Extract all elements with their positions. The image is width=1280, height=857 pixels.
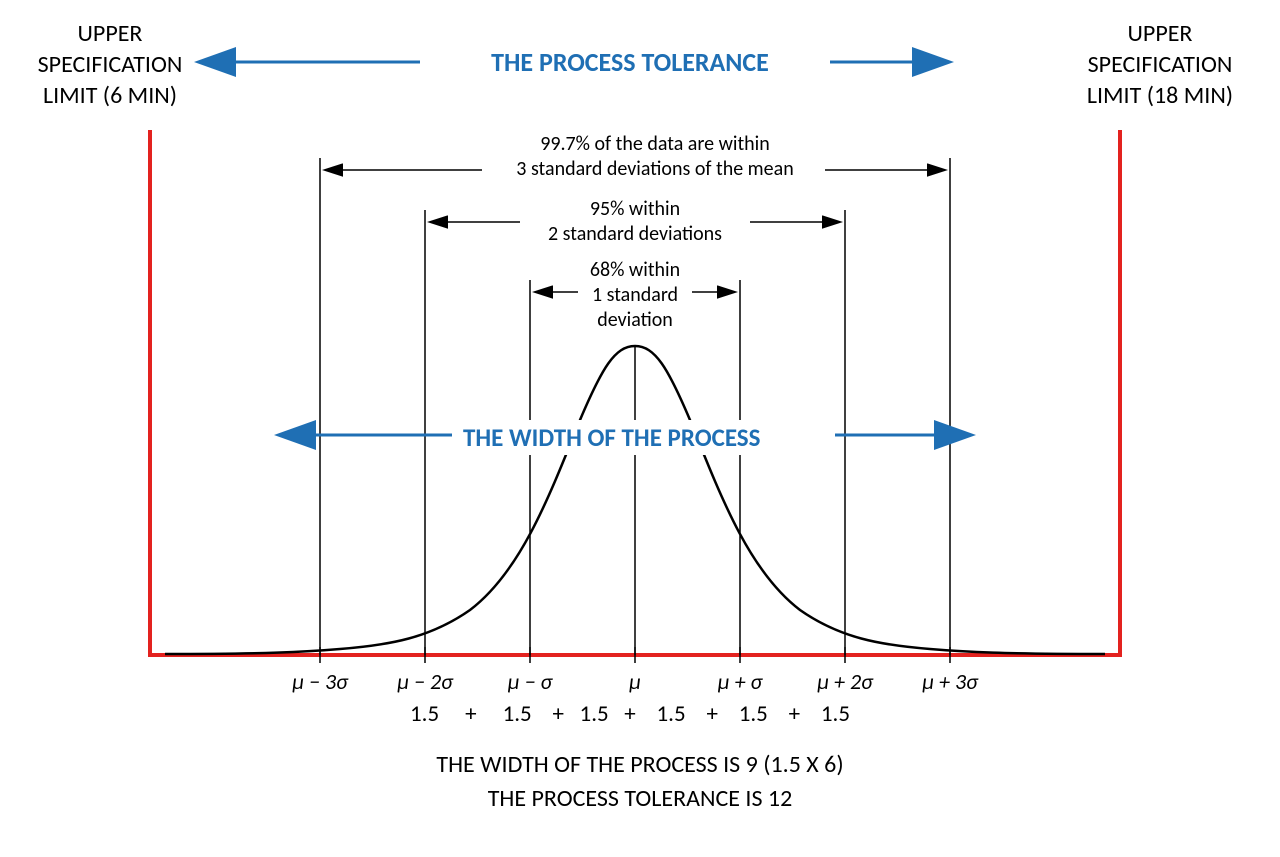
anno-2sd-l1: 95% within: [525, 197, 745, 222]
header-left-l2: SPECIFICATION: [20, 49, 200, 80]
header-left-l3: LIMIT (6 MIN): [20, 80, 200, 111]
sigma-sum-row: 1.5 + 1.5 + 1.5 + 1.5 + 1.5 + 1.5: [230, 700, 1030, 728]
anno-2sd: 95% within 2 standard deviations: [525, 197, 745, 247]
header-left: UPPER SPECIFICATION LIMIT (6 MIN): [20, 18, 200, 112]
header-right: UPPER SPECIFICATION LIMIT (18 MIN): [1060, 18, 1260, 112]
anno-3sd: 99.7% of the data are within 3 standard …: [485, 132, 825, 182]
header-right-l3: LIMIT (18 MIN): [1060, 80, 1260, 111]
anno-3sd-l1: 99.7% of the data are within: [485, 132, 825, 157]
header-right-l2: SPECIFICATION: [1060, 49, 1260, 80]
anno-1sd: 68% within 1 standard deviation: [575, 258, 695, 333]
axis-mean: μ: [620, 668, 650, 695]
anno-1sd-l2: 1 standard: [575, 283, 695, 308]
axis-m3s: μ − 3σ: [280, 668, 360, 695]
anno-2sd-l2: 2 standard deviations: [525, 222, 745, 247]
tolerance-title: THE PROCESS TOLERANCE: [430, 46, 830, 78]
anno-1sd-l3: deviation: [575, 308, 695, 333]
axis-m2s: μ − 2σ: [385, 668, 465, 695]
anno-1sd-l1: 68% within: [575, 258, 695, 283]
axis-p3s: μ + 3σ: [910, 668, 990, 695]
width-title: THE WIDTH OF THE PROCESS: [455, 420, 768, 455]
footer-l2: THE PROCESS TOLERANCE IS 12: [0, 784, 1280, 813]
header-right-l1: UPPER: [1060, 18, 1260, 49]
header-left-l1: UPPER: [20, 18, 200, 49]
footer-l1: THE WIDTH OF THE PROCESS IS 9 (1.5 X 6): [0, 750, 1280, 779]
axis-m1s: μ − σ: [494, 668, 566, 695]
axis-p2s: μ + 2σ: [805, 668, 885, 695]
axis-p1s: μ + σ: [704, 668, 776, 695]
anno-3sd-l2: 3 standard deviations of the mean: [485, 157, 825, 182]
